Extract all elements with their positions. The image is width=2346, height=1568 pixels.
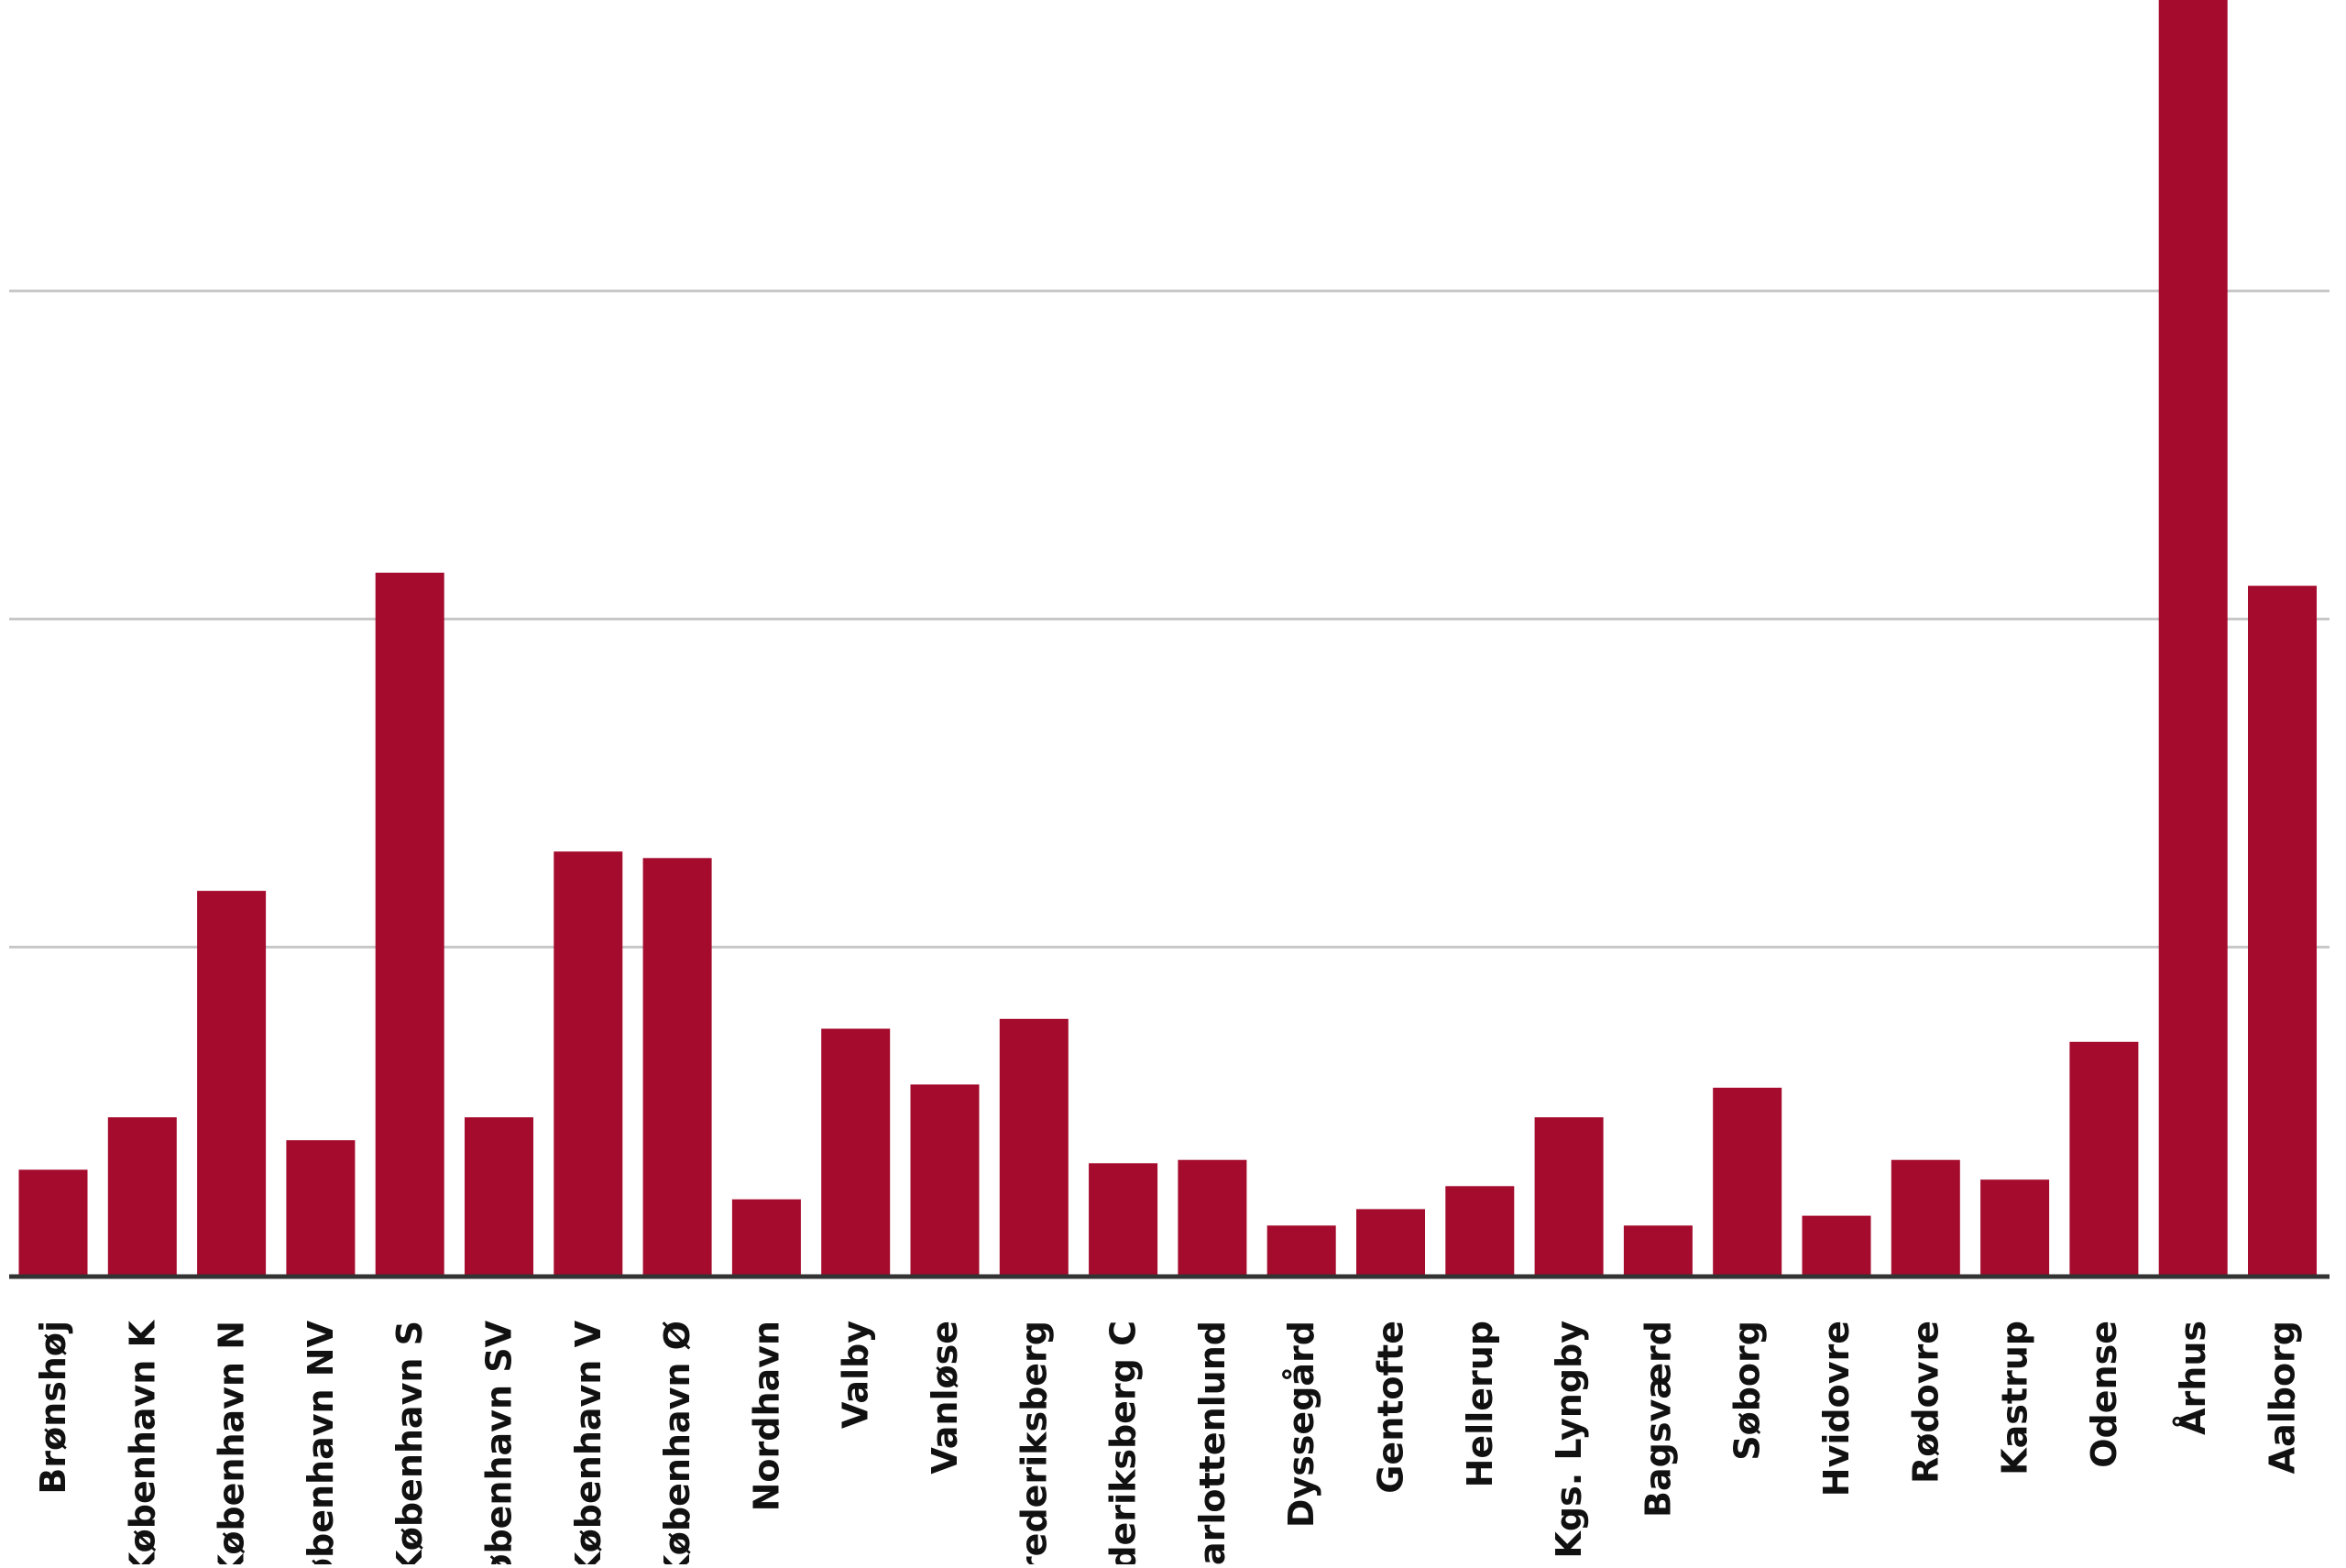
bar-22 (1980, 1179, 2050, 1275)
x-tick-label: Rødovre (1905, 1321, 1946, 1484)
bar-19 (1713, 1087, 1782, 1275)
x-tick-labels: Brønshøj København K København N København … (33, 1319, 2303, 1568)
bar-7 (642, 858, 712, 1275)
x-tick-label: Hvidovre (1816, 1321, 1857, 1497)
x-tick-label: Frederiksberg C (1103, 1321, 1144, 1564)
x-tick-label: Kgs. Lyngby (1549, 1321, 1589, 1559)
bar-25 (2248, 586, 2317, 1275)
x-tick-label: København NV (301, 1320, 341, 1564)
x-tick-label: Vanløse (925, 1321, 965, 1475)
bars (18, 0, 2317, 1275)
bar-12 (1089, 1163, 1158, 1275)
x-tick-label: Valby (836, 1321, 876, 1429)
bar-1 (107, 1117, 177, 1275)
x-tick-label: Gentofte (1371, 1321, 1411, 1494)
bar-24 (2158, 0, 2228, 1275)
bar-23 (2069, 1041, 2139, 1275)
bar-15 (1356, 1209, 1425, 1275)
x-tick-label: Århus (2173, 1321, 2213, 1435)
x-tick-label: Dyssegård (1281, 1321, 1321, 1528)
x-tick-label: Charlottenlund (1192, 1321, 1233, 1564)
bar-4 (375, 572, 444, 1275)
x-tick-label: Odense (2084, 1321, 2124, 1468)
bar-3 (286, 1140, 356, 1275)
x-tick-label: København Ø (657, 1321, 697, 1564)
bar-20 (1802, 1215, 1871, 1275)
bar-18 (1623, 1225, 1693, 1275)
x-tick-label: Hellerup (1460, 1321, 1500, 1487)
x-tick-label: København V (568, 1320, 608, 1564)
bar-5 (465, 1117, 533, 1275)
x-tick-label: København SV (479, 1320, 520, 1564)
bar-6 (554, 851, 623, 1275)
bar-10 (910, 1084, 980, 1275)
x-tick-label: Nordhavn (746, 1321, 786, 1511)
bar-8 (731, 1199, 801, 1275)
bar-9 (821, 1028, 891, 1275)
x-tick-label: Kastrup (1995, 1321, 2035, 1475)
x-tick-label: Aalborg (2263, 1321, 2303, 1474)
x-tick-label: Bagsværd (1638, 1321, 1678, 1518)
bar-17 (1534, 1117, 1604, 1275)
bar-11 (999, 1018, 1069, 1275)
x-tick-label: København N (212, 1321, 252, 1564)
x-tick-label: København K (122, 1319, 162, 1564)
bar-13 (1178, 1159, 1247, 1275)
grid-lines (9, 290, 2330, 948)
bar-21 (1891, 1159, 1960, 1275)
x-tick-label: Brønshøj (33, 1321, 73, 1495)
bar-2 (197, 891, 267, 1275)
bar-14 (1266, 1225, 1336, 1275)
bar-0 (18, 1169, 88, 1275)
x-tick-label: Frederiksberg (1014, 1321, 1054, 1564)
x-tick-label: København S (389, 1321, 430, 1564)
bar-16 (1445, 1186, 1515, 1275)
x-tick-label: Søborg (1727, 1321, 1768, 1461)
